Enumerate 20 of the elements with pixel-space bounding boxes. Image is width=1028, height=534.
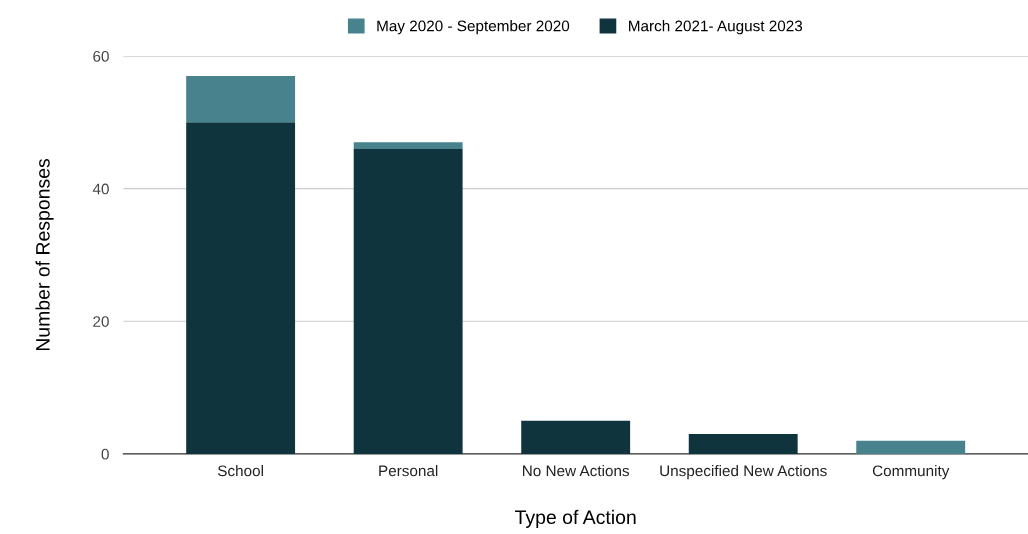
bar	[186, 75, 296, 123]
bar	[521, 420, 631, 454]
y-tick-label: 40	[92, 183, 109, 195]
x-tick-label: Community	[872, 465, 950, 480]
legend-label: May 2020 - September 2020	[377, 20, 570, 35]
bar	[186, 122, 296, 454]
legend-label: March 2021- August 2023	[629, 20, 803, 35]
y-tick-label: 0	[101, 448, 109, 460]
y-axis-title: Number of Responses	[35, 158, 54, 351]
x-tick-label: No New Actions	[523, 465, 630, 477]
x-tick-label: Personal	[379, 465, 438, 477]
bar	[353, 142, 463, 149]
x-tick-label: School	[217, 465, 263, 477]
bar	[856, 440, 966, 454]
x-axis-title: Type of Action	[515, 509, 636, 528]
bar	[353, 148, 463, 454]
y-tick-label: 20	[93, 316, 109, 327]
y-tick-label: 60	[93, 50, 109, 62]
bar	[688, 434, 798, 454]
x-tick-label: Unspecified New Actions	[660, 465, 827, 480]
